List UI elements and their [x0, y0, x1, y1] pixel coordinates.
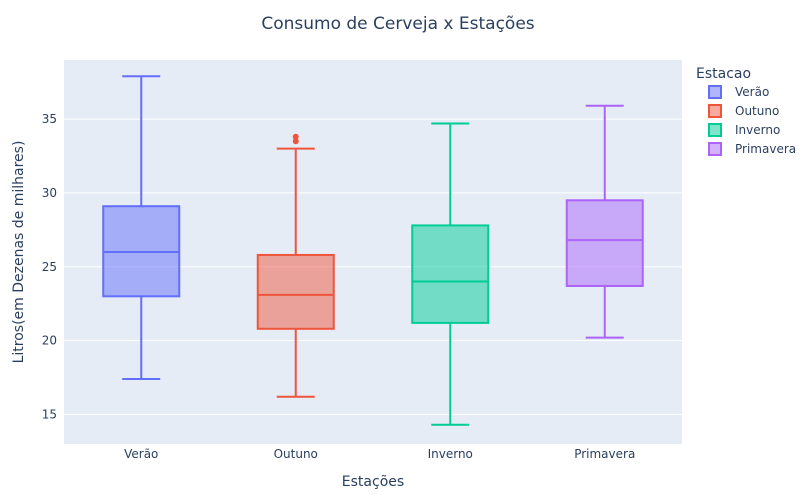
- legend-label: Inverno: [735, 123, 780, 137]
- legend-item-outuno[interactable]: Outuno: [708, 104, 779, 118]
- outlier-point: [292, 138, 299, 145]
- legend-swatch: [708, 123, 722, 137]
- y-tick-label: 25: [42, 260, 57, 274]
- y-axis-ticks: 15 20 25 30 35: [42, 112, 57, 421]
- x-tick-label: Verão: [124, 447, 158, 461]
- box-primavera[interactable]: [565, 104, 644, 339]
- y-tick-label: 20: [42, 334, 57, 348]
- box-verão[interactable]: [102, 75, 181, 381]
- x-tick-label: Inverno: [428, 447, 473, 461]
- iqr-box: [565, 199, 644, 287]
- x-tick-label: Primavera: [574, 447, 635, 461]
- legend-swatch: [708, 104, 722, 118]
- box-outuno[interactable]: [256, 133, 335, 398]
- x-tick-label: Outuno: [274, 447, 318, 461]
- y-tick-label: 35: [42, 112, 57, 126]
- legend: Verão Outuno Inverno Primavera: [708, 85, 796, 156]
- legend-title: Estacao: [696, 66, 751, 82]
- x-axis-ticks: Verão Outuno Inverno Primavera: [124, 447, 635, 461]
- legend-swatch: [708, 142, 722, 156]
- box-inverno[interactable]: [411, 122, 490, 426]
- legend-item-inverno[interactable]: Inverno: [708, 123, 780, 137]
- iqr-box: [256, 253, 335, 330]
- y-axis-title: Litros(em Dezenas de milhares): [11, 141, 27, 364]
- legend-label: Verão: [735, 85, 769, 99]
- box-traces: [102, 75, 644, 426]
- legend-label: Primavera: [735, 142, 796, 156]
- legend-label: Outuno: [735, 104, 779, 118]
- y-tick-label: 30: [42, 186, 57, 200]
- chart-title: Consumo de Cerveja x Estações: [261, 14, 534, 34]
- legend-swatch: [708, 85, 722, 99]
- outlier-point: [292, 133, 299, 140]
- legend-item-primavera[interactable]: Primavera: [708, 142, 796, 156]
- iqr-box: [411, 224, 490, 324]
- legend-item-verão[interactable]: Verão: [708, 85, 769, 99]
- y-tick-label: 15: [42, 407, 57, 421]
- x-axis-title: Estações: [342, 474, 404, 490]
